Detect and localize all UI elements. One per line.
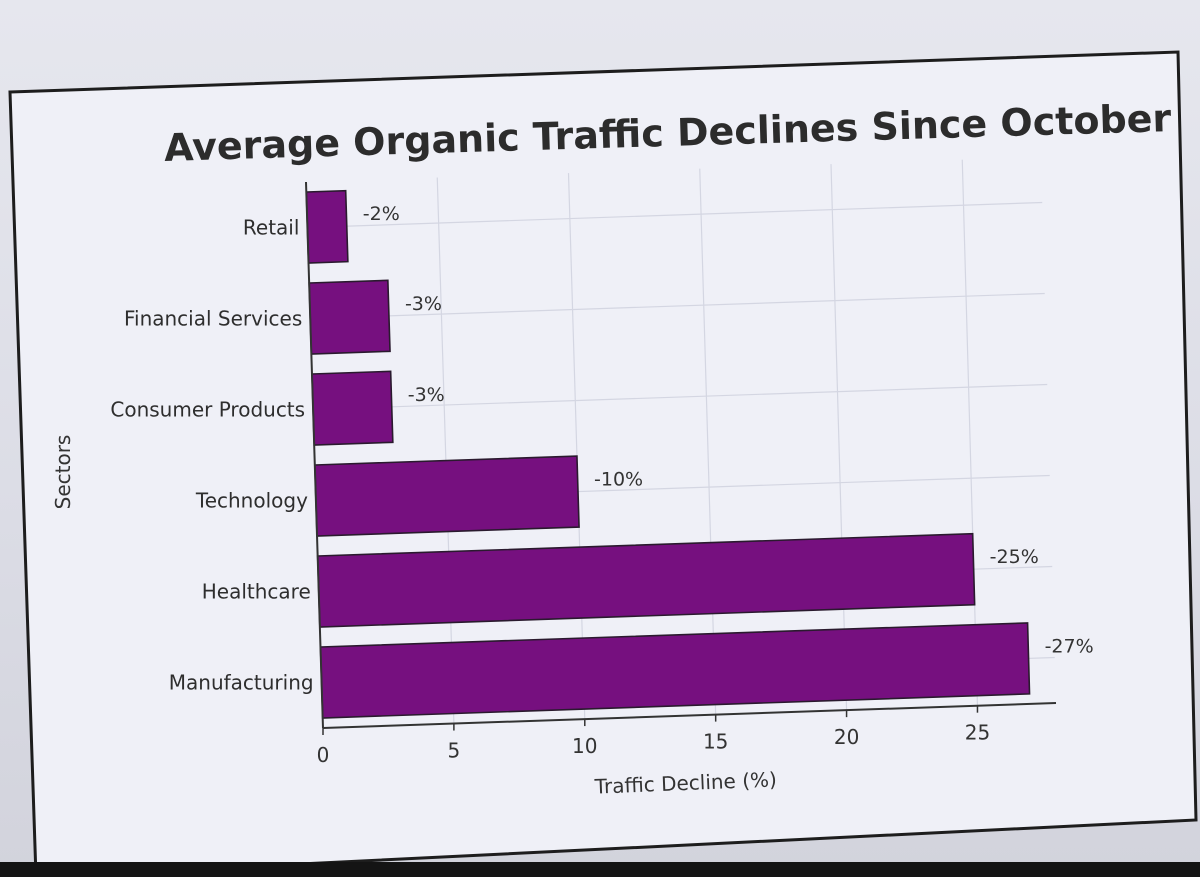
value-labels: -2% -3% -3% -10% -25% -27% [363, 203, 1094, 657]
grid-line-horizontal [307, 201, 1043, 229]
bar [311, 370, 394, 446]
x-tick-label: 5 [448, 739, 461, 763]
x-tick-label: 10 [572, 734, 597, 758]
bar [313, 455, 580, 537]
category-label: Financial Services [124, 307, 302, 331]
data-label: -2% [363, 203, 400, 225]
y-axis-line [305, 181, 324, 729]
x-tick-label: 20 [834, 725, 859, 749]
category-label: Consumer Products [110, 398, 305, 422]
x-tick-labels: 0 5 10 15 20 25 [317, 721, 991, 767]
x-tick-label: 0 [317, 743, 330, 767]
bar [308, 279, 391, 355]
grid-line-vertical [830, 164, 848, 711]
grid-line-horizontal [313, 383, 1048, 411]
data-label: -10% [594, 469, 643, 491]
data-label: -25% [990, 546, 1039, 568]
x-axis-line [322, 702, 1057, 729]
screen-bottom-edge [0, 862, 1200, 877]
data-label: -3% [408, 384, 445, 406]
grid-line-vertical [961, 159, 979, 706]
x-tick-label: 25 [965, 721, 990, 745]
category-label: Manufacturing [169, 671, 314, 695]
grid-line-horizontal [310, 292, 1045, 320]
x-tick-label: 15 [703, 730, 728, 754]
y-axis-label: Sectors [51, 435, 75, 510]
data-label: -27% [1045, 635, 1094, 657]
grid-line-vertical [699, 168, 717, 715]
grid-line-vertical [436, 177, 455, 724]
category-label: Retail [243, 216, 300, 240]
grid-line-vertical [567, 173, 586, 720]
bar [305, 189, 349, 264]
axes [305, 181, 1057, 735]
category-labels: Retail Financial Services Consumer Product… [110, 216, 313, 695]
data-label: -3% [405, 293, 442, 315]
bars-group [305, 189, 1031, 719]
category-label: Technology [195, 489, 308, 513]
chart-frame [8, 50, 1198, 877]
category-label: Healthcare [202, 580, 311, 604]
